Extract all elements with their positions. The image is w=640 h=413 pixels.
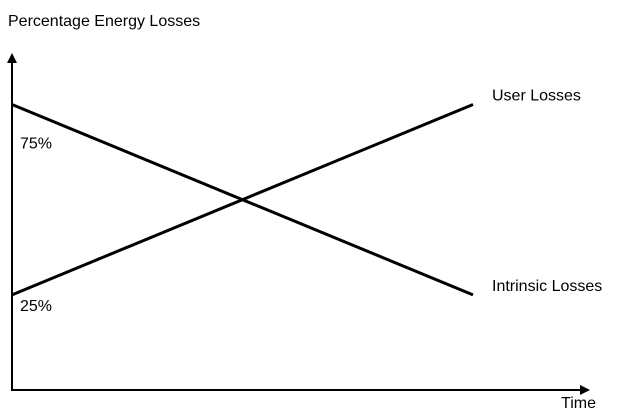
series-label: Intrinsic Losses xyxy=(492,278,602,295)
series-label: User Losses xyxy=(492,88,581,105)
x-axis-label: Time xyxy=(561,395,596,412)
y-axis-label: Percentage Energy Losses xyxy=(8,13,200,30)
data-label: 25% xyxy=(20,298,52,315)
series-line xyxy=(11,103,474,297)
data-label: 75% xyxy=(20,136,52,153)
